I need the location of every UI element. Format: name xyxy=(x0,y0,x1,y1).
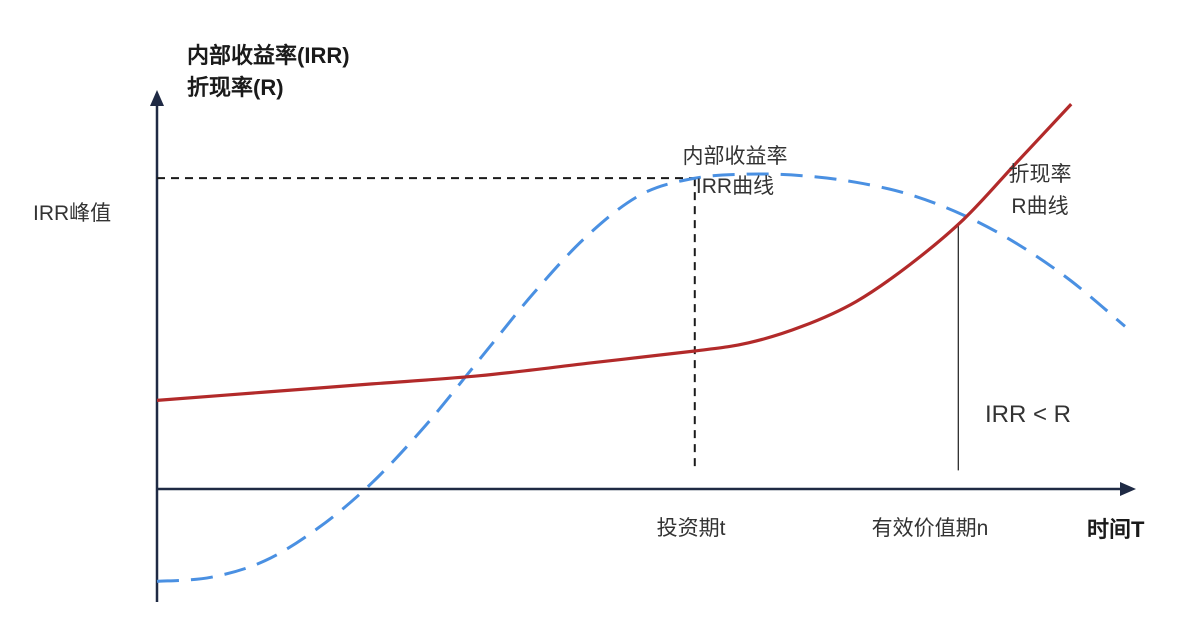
irr-curve-label-line1: 内部收益率 xyxy=(683,145,788,168)
x-axis-arrow-icon xyxy=(1120,482,1136,496)
y-axis-label-line1: 内部收益率(IRR) xyxy=(187,43,350,68)
x-tick-investment-period: 投资期t xyxy=(657,517,726,540)
r-curve-label-line1: 折现率 xyxy=(1009,163,1072,186)
y-axis-label-line2: 折现率(R) xyxy=(187,75,284,100)
r-curve-label-line2: R曲线 xyxy=(1011,195,1068,218)
x-tick-effective-value-period: 有效价值期n xyxy=(872,517,989,540)
r-curve xyxy=(156,103,1073,402)
y-axis-arrow-icon xyxy=(150,90,164,106)
x-axis-label: 时间T xyxy=(1087,517,1145,542)
irr-less-than-r-annotation: IRR < R xyxy=(985,401,1071,428)
y-tick-irr-peak: IRR峰值 xyxy=(33,202,111,225)
irr-curve xyxy=(156,172,1126,583)
irr-curve-label-line2: IRR曲线 xyxy=(696,175,774,198)
